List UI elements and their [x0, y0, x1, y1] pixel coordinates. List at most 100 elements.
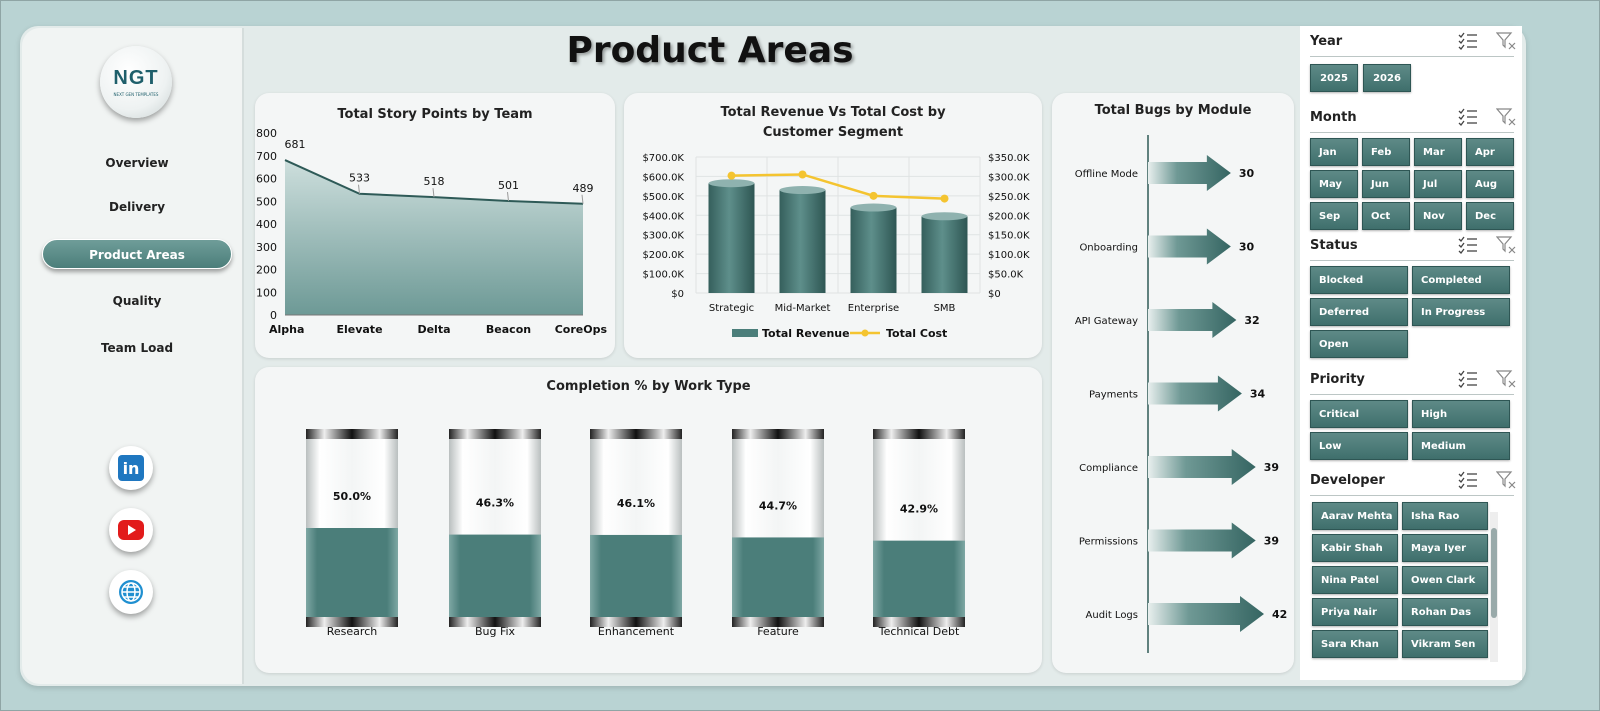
priority-slicer-item[interactable]: High [1412, 400, 1510, 428]
y-right-tick-label: $50.0K [988, 270, 1024, 281]
y-tick-label: 100 [256, 286, 277, 299]
y-right-tick-label: $100.0K [988, 250, 1030, 261]
developer-slicer-item[interactable]: Vikram Sen [1402, 630, 1488, 658]
nav-quality[interactable]: Quality [112, 294, 162, 308]
y-tick-label: Payments [1089, 390, 1138, 401]
developer-slicer-item[interactable]: Kabir Shah [1312, 534, 1398, 562]
y-tick-label: Onboarding [1079, 243, 1138, 254]
priority-slicer-item[interactable]: Medium [1412, 432, 1510, 460]
multi-select-icon[interactable] [1458, 32, 1478, 54]
month-slicer-item[interactable]: Aug [1466, 170, 1514, 198]
revenue-bar [708, 183, 755, 293]
clear-filter-icon[interactable] [1495, 236, 1516, 258]
multi-select-icon[interactable] [1458, 108, 1478, 130]
month-slicer-item[interactable]: Nov [1414, 202, 1462, 230]
tube-top-cap [306, 429, 398, 439]
month-slicer-item[interactable]: May [1310, 170, 1358, 198]
ngt-logo: NGT NEXT GEN TEMPLATES [100, 46, 172, 118]
bug-arrow [1148, 228, 1231, 265]
multi-select-icon[interactable] [1458, 236, 1478, 258]
multi-select-icon[interactable] [1458, 471, 1478, 493]
x-tick-label: Enhancement [598, 625, 675, 638]
year-slicer-divider [1310, 56, 1514, 57]
month-slicer-item[interactable]: Apr [1466, 138, 1514, 166]
month-slicer-item[interactable]: Jul [1414, 170, 1462, 198]
developer-slicer-item[interactable]: Isha Rao [1402, 502, 1488, 530]
month-slicer-item[interactable]: Dec [1466, 202, 1514, 230]
status-slicer-item[interactable]: Completed [1412, 266, 1510, 294]
developer-scrollbar[interactable] [1490, 512, 1498, 662]
developer-slicer-item[interactable]: Owen Clark [1402, 566, 1488, 594]
priority-slicer-item[interactable]: Critical [1310, 400, 1408, 428]
status-slicer-item[interactable]: Blocked [1310, 266, 1408, 294]
y-tick-label: 200 [256, 264, 277, 277]
month-slicer-item[interactable]: Mar [1414, 138, 1462, 166]
x-tick-label: Mid-Market [775, 303, 831, 314]
revenue-cost-card: Total Revenue Vs Total Cost by Customer … [624, 93, 1042, 358]
legend-cost-label: Total Cost [886, 327, 947, 340]
priority-slicer-divider [1310, 394, 1514, 395]
month-slicer-divider [1310, 132, 1514, 133]
x-tick-label: Elevate [336, 323, 382, 336]
developer-slicer-item[interactable]: Sara Khan [1312, 630, 1398, 658]
revenue-bar-cap [779, 186, 826, 195]
month-slicer-item[interactable]: Jun [1362, 170, 1410, 198]
bug-data-label: 34 [1250, 388, 1266, 401]
bug-data-label: 39 [1264, 461, 1279, 474]
youtube-icon[interactable] [109, 508, 153, 552]
linkedin-icon[interactable]: in [109, 446, 153, 490]
nav-delivery[interactable]: Delivery [108, 200, 166, 214]
y-tick-label: 500 [256, 195, 277, 208]
nav-team-load[interactable]: Team Load [100, 341, 174, 355]
status-slicer-title: Status [1310, 238, 1358, 253]
developer-slicer-item[interactable]: Nina Patel [1312, 566, 1398, 594]
status-slicer-item[interactable]: In Progress [1412, 298, 1510, 326]
x-tick-label: Bug Fix [475, 625, 516, 638]
developer-slicer-item[interactable]: Rohan Das [1402, 598, 1488, 626]
priority-slicer-item[interactable]: Low [1310, 432, 1408, 460]
completion-title: Completion % by Work Type [546, 379, 751, 394]
tube-top-cap [732, 429, 824, 439]
leader-line [507, 191, 509, 202]
month-slicer-item[interactable]: Sep [1310, 202, 1358, 230]
completion-data-label: 44.7% [759, 499, 797, 512]
globe-icon[interactable] [109, 570, 153, 614]
nav-product-areas[interactable]: Product Areas [42, 239, 232, 269]
status-slicer-item[interactable]: Open [1310, 330, 1408, 358]
year-slicer-controls [1458, 32, 1516, 54]
x-tick-label: Feature [757, 625, 799, 638]
year-slicer-item[interactable]: 2026 [1363, 64, 1411, 92]
bug-data-label: 39 [1264, 535, 1279, 548]
data-label: 518 [424, 175, 445, 188]
completion-fill [590, 534, 682, 617]
y-right-tick-label: $150.0K [988, 231, 1030, 242]
month-slicer-item[interactable]: Jan [1310, 138, 1358, 166]
logo-mark: NGT [113, 67, 159, 89]
completion-data-label: 42.9% [900, 503, 938, 516]
developer-slicer-item[interactable]: Priya Nair [1312, 598, 1398, 626]
y-tick-label: 600 [256, 173, 277, 186]
scrollbar-thumb[interactable] [1491, 528, 1497, 618]
y-right-tick-label: $250.0K [988, 192, 1030, 203]
revenue-cost-chart: $0 $100.0K $200.0K $300.0K $400.0K $500.0K $60… [642, 153, 1030, 340]
y-left-tick-label: $600.0K [642, 172, 684, 183]
area-fill [285, 160, 583, 315]
completion-chart: 50.0% Research 46.3% Bug Fix 46.1% Enhancemen… [306, 429, 965, 638]
developer-slicer-controls [1458, 471, 1516, 493]
month-slicer-item[interactable]: Oct [1362, 202, 1410, 230]
clear-filter-icon[interactable] [1495, 370, 1516, 392]
bugs-chart: 30 Offline Mode 30 Onboarding 32 API Gateway 3… [1075, 135, 1287, 653]
developer-slicer-item[interactable]: Aarav Mehta [1312, 502, 1398, 530]
status-slicer-item[interactable]: Deferred [1310, 298, 1408, 326]
clear-filter-icon[interactable] [1495, 471, 1516, 493]
clear-filter-icon[interactable] [1495, 32, 1516, 54]
clear-filter-icon[interactable] [1495, 108, 1516, 130]
year-slicer-item[interactable]: 2025 [1310, 64, 1358, 92]
multi-select-icon[interactable] [1458, 370, 1478, 392]
y-left-tick-label: $100.0K [642, 270, 684, 281]
x-tick-label: SMB [934, 303, 956, 314]
developer-slicer-item[interactable]: Maya Iyer [1402, 534, 1488, 562]
month-slicer-item[interactable]: Feb [1362, 138, 1410, 166]
nav-overview[interactable]: Overview [105, 156, 169, 170]
bug-data-label: 30 [1239, 241, 1255, 254]
